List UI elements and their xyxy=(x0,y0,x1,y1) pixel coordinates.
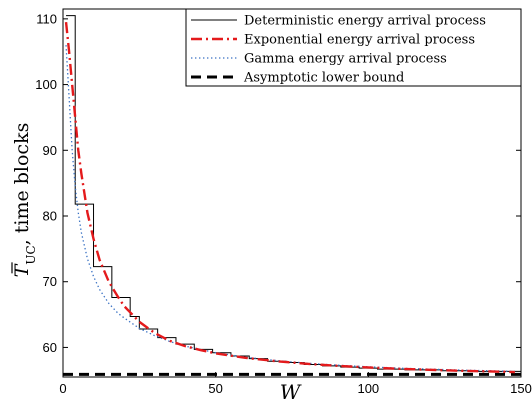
legend-label-1: Deterministic energy arrival process xyxy=(244,14,486,29)
x-tick-label: 150 xyxy=(510,381,532,396)
y-tick-label: 90 xyxy=(43,143,57,158)
series-line-1 xyxy=(66,15,521,372)
x-tick-label: 0 xyxy=(59,381,66,396)
axis-ticks: 0 50 100 150 60 70 80 90 100 110 xyxy=(35,9,532,396)
x-axis-title: W xyxy=(280,380,302,404)
y-tick-label: 80 xyxy=(43,209,57,224)
x-tick-label: 100 xyxy=(357,381,379,396)
y-tick-label: 60 xyxy=(43,340,57,355)
series-layer xyxy=(63,15,521,376)
y-axis-title-symbol: T xyxy=(11,263,33,277)
legend-box xyxy=(185,8,522,87)
y-tick-label: 70 xyxy=(43,274,57,289)
legend-label-2: Exponential energy arrival process xyxy=(244,33,475,48)
y-tick-label: 100 xyxy=(35,77,57,92)
x-tick-label: 50 xyxy=(208,381,222,396)
series-line-3 xyxy=(65,45,515,373)
legend-label-4: Asymptotic lower bound xyxy=(243,71,404,86)
series-line-2 xyxy=(64,22,515,374)
y-axis-title: TUC, time blocks xyxy=(11,123,38,278)
y-tick-label: 110 xyxy=(36,11,57,26)
legend-label-3: Gamma energy arrival process xyxy=(244,52,447,67)
y-axis-title-subscript: UC xyxy=(24,245,38,264)
legend: Deterministic energy arrival process Expo… xyxy=(185,8,522,87)
y-axis-title-rest: , time blocks xyxy=(11,123,33,246)
